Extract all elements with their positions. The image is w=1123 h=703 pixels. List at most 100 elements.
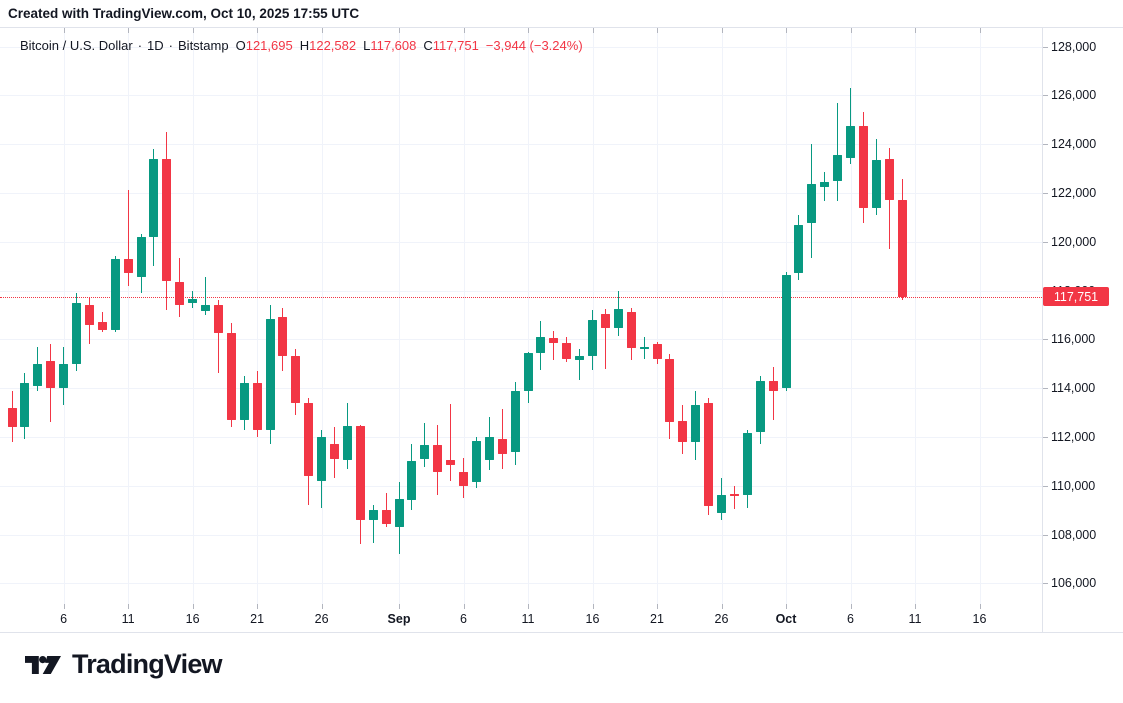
tradingview-logo-text: TradingView	[72, 649, 223, 679]
candle-body	[742, 433, 752, 496]
plot-top-tick	[657, 28, 658, 33]
time-axis-label: 11	[908, 612, 922, 626]
symbol-title: Bitcoin / U.S. Dollar	[20, 38, 133, 53]
candle-body	[84, 305, 94, 325]
candle-body	[626, 312, 636, 348]
candle-body	[381, 510, 391, 524]
candle-body	[807, 184, 817, 224]
candle-body	[278, 317, 288, 357]
time-axis-label: 21	[650, 612, 664, 626]
time-axis-tick	[592, 604, 594, 609]
time-axis-tick	[979, 604, 981, 609]
candle-body	[884, 158, 894, 201]
candle-wick	[772, 367, 774, 420]
price-axis-tick	[1043, 583, 1048, 585]
time-axis-label: 16	[972, 612, 987, 626]
gridline-horizontal	[0, 46, 1042, 48]
candle-wick	[217, 300, 219, 374]
plot-top-tick	[192, 28, 194, 33]
plot-top-tick	[63, 28, 65, 33]
candle-body	[781, 274, 791, 389]
candle-body	[652, 344, 662, 359]
candle-body	[536, 336, 546, 353]
gridline-horizontal	[0, 241, 1042, 243]
gridline-vertical	[463, 28, 465, 604]
candle-wick	[127, 190, 129, 286]
candle-wick	[501, 408, 503, 469]
ohlc-open: O121,695	[235, 38, 293, 53]
candle-wick	[101, 312, 103, 332]
ohlc-close: C117,751	[423, 38, 479, 53]
exchange-label: Bitstamp	[178, 38, 229, 53]
candle-body	[342, 425, 352, 461]
time-axis-label: 6	[60, 612, 68, 626]
plot-top-tick	[592, 28, 594, 33]
candle-body	[471, 440, 481, 483]
candle-body	[729, 494, 739, 496]
price-axis-label: 108,000	[1051, 527, 1097, 542]
candle-body	[252, 383, 262, 430]
time-axis-label: 11	[521, 612, 535, 626]
time-axis-label: 26	[714, 612, 729, 626]
candle-body	[459, 472, 468, 486]
gridline-horizontal	[0, 485, 1042, 487]
legend-separator: ·	[137, 38, 143, 53]
plot-top-tick	[850, 28, 852, 33]
time-axis-tick	[915, 604, 916, 609]
time-axis-tick	[257, 604, 259, 609]
candle-body	[523, 352, 533, 391]
gridline-vertical	[128, 28, 130, 604]
price-axis-tick	[1043, 339, 1048, 341]
price-axis-label: 106,000	[1051, 576, 1097, 591]
gridline-horizontal	[0, 192, 1042, 194]
candle-body	[858, 125, 868, 208]
candle-body	[639, 346, 649, 350]
candle-body	[665, 358, 675, 423]
gridline-vertical	[721, 28, 723, 604]
time-axis-tick	[850, 604, 852, 609]
price-axis-label: 110,000	[1051, 478, 1096, 493]
gridline-vertical	[399, 28, 400, 604]
candle-body	[717, 495, 726, 513]
plot-top-tick	[786, 28, 787, 33]
candle-body	[72, 302, 81, 364]
time-axis-label: Sep	[387, 612, 411, 626]
candle-wick	[733, 485, 735, 509]
price-axis-tick	[1043, 95, 1048, 97]
candle-body	[162, 158, 172, 281]
interval-label: 1D	[147, 38, 164, 53]
plot-area[interactable]	[0, 28, 1042, 604]
time-axis[interactable]: 6 11 16 21 26 Sep 6 11 16 21 26 Oct 6 11 16	[0, 604, 1042, 632]
candle-body	[871, 159, 881, 208]
price-axis[interactable]: 117,751 106,000 108,000 110,000 112,000 114,…	[1042, 28, 1123, 632]
price-axis-label: 128,000	[1051, 39, 1097, 54]
candle-body	[420, 445, 430, 459]
gridline-vertical	[528, 28, 529, 604]
candle-wick	[553, 330, 555, 361]
gridline-horizontal	[0, 388, 1042, 390]
candle-body	[394, 499, 404, 528]
tradingview-logo[interactable]: TradingView	[25, 649, 223, 680]
ohlc-low: L117,608	[363, 38, 417, 53]
gridline-vertical	[915, 28, 916, 604]
time-axis-label: 16	[585, 612, 600, 626]
candle-body	[304, 402, 314, 476]
candle-body	[897, 200, 907, 297]
time-axis-tick	[657, 604, 658, 609]
candle-body	[317, 436, 327, 481]
plot-top-tick	[915, 28, 916, 33]
symbol-legend[interactable]: Bitcoin / U.S. Dollar · 1D · Bitstamp O1…	[20, 38, 583, 53]
candle-body	[678, 421, 688, 442]
plot-top-tick	[399, 28, 400, 33]
current-price-line	[0, 296, 1042, 298]
plot-top-tick	[463, 28, 465, 33]
price-axis-label: 112,000	[1051, 429, 1096, 444]
candle-body	[59, 363, 69, 389]
gridline-vertical	[257, 28, 259, 604]
gridline-vertical	[63, 28, 65, 604]
plot-top-tick	[721, 28, 723, 33]
tradingview-logo-icon	[25, 655, 61, 674]
candle-body	[846, 125, 855, 158]
candle-body	[588, 319, 597, 357]
time-axis-tick	[463, 604, 465, 609]
